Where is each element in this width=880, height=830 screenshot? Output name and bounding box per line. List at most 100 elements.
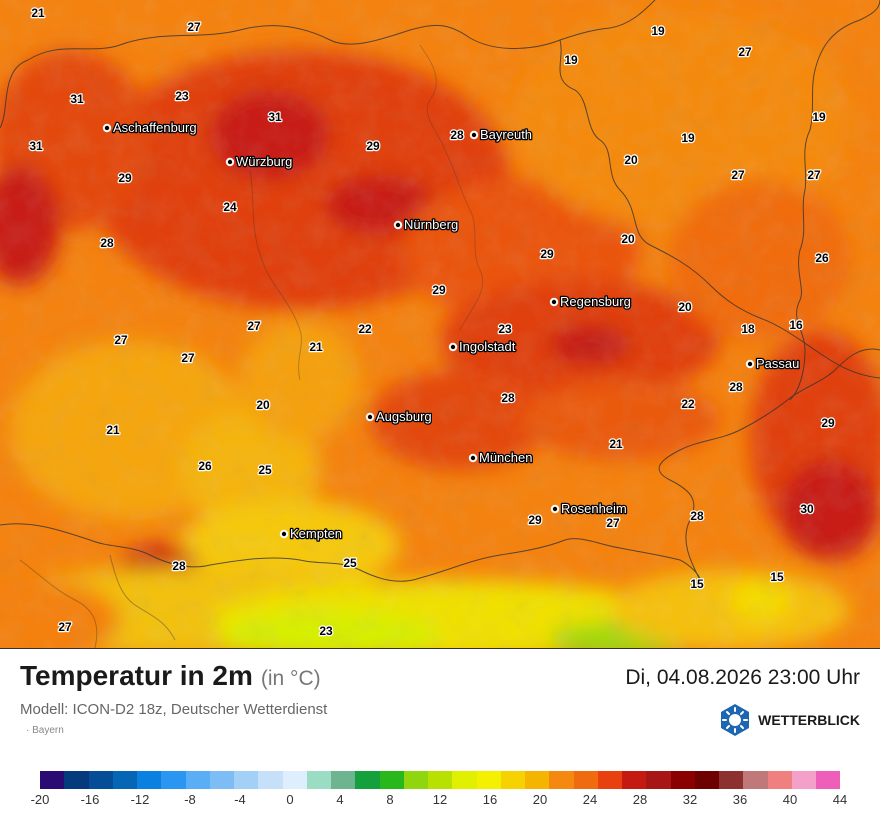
legend-swatch — [525, 771, 550, 789]
city-marker[interactable]: München — [468, 449, 534, 466]
city-name: Bayreuth — [480, 127, 532, 142]
legend-tick-label: 28 — [632, 792, 648, 807]
temperature-value: 27 — [181, 351, 195, 365]
legend-swatch — [258, 771, 283, 789]
legend-swatch — [476, 771, 501, 789]
legend-tick-label: 0 — [286, 792, 294, 807]
legend-tick-label: -4 — [234, 792, 246, 807]
temperature-value: 27 — [247, 319, 261, 333]
temperature-map: 21 27 31 23 31 31 29 24 29 28 19 27 19 19 19 20 27 27 28 29… — [0, 0, 880, 649]
temperature-value: 19 — [564, 53, 578, 67]
legend-tick-label: 32 — [682, 792, 698, 807]
unit-label: (in °C) — [260, 667, 321, 690]
temperature-value: 18 — [741, 322, 755, 336]
city-dot-icon — [468, 453, 478, 463]
temperature-value: 25 — [343, 556, 357, 570]
city-name: Nürnberg — [404, 217, 458, 232]
temperature-value: 25 — [258, 463, 272, 477]
city-marker[interactable]: Rosenheim — [550, 500, 628, 517]
legend-tick-label: 36 — [732, 792, 748, 807]
city-marker[interactable]: Bayreuth — [469, 126, 533, 143]
map-title-text: Temperatur in 2m — [20, 660, 253, 691]
temperature-value: 19 — [681, 131, 695, 145]
legend-swatch — [670, 771, 695, 789]
legend-swatch — [694, 771, 719, 789]
city-marker[interactable]: Würzburg — [225, 153, 294, 170]
city-marker[interactable]: Kempten — [279, 525, 343, 542]
legend-swatch — [403, 771, 428, 789]
temperature-value: 16 — [789, 318, 803, 332]
temperature-value: 21 — [106, 423, 120, 437]
temperature-value: 22 — [681, 397, 695, 411]
color-legend — [40, 771, 841, 791]
city-name: Aschaffenburg — [113, 120, 197, 135]
city-dot-icon — [102, 123, 112, 133]
city-dot-icon — [448, 342, 458, 352]
temperature-value: 20 — [678, 300, 692, 314]
map-title: Temperatur in 2m (in °C) — [20, 660, 321, 692]
brand-name: WETTERBLICK — [758, 712, 860, 728]
temperature-value: 29 — [366, 139, 380, 153]
temperature-value: 29 — [821, 416, 835, 430]
city-name: Ingolstadt — [459, 339, 516, 354]
temperature-value: 26 — [815, 251, 829, 265]
legend-tick-label: 40 — [782, 792, 798, 807]
legend-swatch — [161, 771, 186, 789]
city-marker[interactable]: Ingolstadt — [448, 338, 517, 355]
temperature-value: 26 — [198, 459, 212, 473]
brand-logo[interactable]: WETTERBLICK — [718, 703, 860, 737]
city-dot-icon — [365, 412, 375, 422]
temperature-value: 23 — [498, 322, 512, 336]
wetterblick-logo-icon — [721, 704, 750, 736]
temperature-value: 28 — [729, 380, 743, 394]
legend-tick-label: 12 — [432, 792, 448, 807]
legend-tick-label: -12 — [130, 792, 150, 807]
city-name: Augsburg — [376, 409, 432, 424]
city-name: Regensburg — [560, 294, 631, 309]
legend-tick-label: -8 — [184, 792, 196, 807]
city-marker[interactable]: Augsburg — [365, 408, 433, 425]
legend-swatch — [355, 771, 380, 789]
value-labels: 21 27 31 23 31 31 29 24 29 28 19 27 19 19 19 20 27 27 28 29… — [28, 5, 836, 639]
city-name: Kempten — [290, 526, 342, 541]
temperature-value: 20 — [624, 153, 638, 167]
legend-swatch — [500, 771, 525, 789]
temperature-value: 19 — [651, 24, 665, 38]
legend-swatch — [767, 771, 792, 789]
city-marker[interactable]: Aschaffenburg — [102, 119, 198, 136]
legend-swatch — [573, 771, 598, 789]
map-canvas: 21 27 31 23 31 31 29 24 29 28 19 27 19 19 19 20 27 27 28 29… — [0, 0, 880, 648]
city-marker[interactable]: Passau — [745, 355, 801, 372]
legend-swatch — [40, 771, 65, 789]
city-dot-icon — [469, 130, 479, 140]
city-name: München — [479, 450, 532, 465]
temperature-value: 29 — [118, 171, 132, 185]
legend-swatch — [791, 771, 816, 789]
legend-swatch — [306, 771, 331, 789]
temperature-value: 23 — [175, 89, 189, 103]
legend-swatch — [428, 771, 453, 789]
legend-swatch — [622, 771, 647, 789]
legend-tick-label: 20 — [532, 792, 548, 807]
model-info: Modell: ICON-D2 18z, Deutscher Wetterdie… — [20, 701, 328, 718]
temperature-value: 19 — [812, 110, 826, 124]
border-lines — [0, 0, 880, 648]
legend-swatch — [88, 771, 113, 789]
forecast-datetime: Di, 04.08.2026 23:00 Uhr — [625, 666, 860, 689]
city-dot-icon — [549, 297, 559, 307]
temperature-value: 24 — [223, 200, 237, 214]
legend-swatch — [816, 771, 841, 789]
legend-swatch — [137, 771, 162, 789]
temperature-value: 15 — [690, 577, 704, 591]
legend-tick-label: 16 — [482, 792, 498, 807]
city-name: Passau — [756, 356, 799, 371]
legend-tick-label: 8 — [386, 792, 394, 807]
temperature-value: 20 — [256, 398, 270, 412]
city-marker[interactable]: Nürnberg — [393, 216, 460, 233]
temperature-value: 28 — [100, 236, 114, 250]
temperature-value: 27 — [807, 168, 821, 182]
legend-swatch — [64, 771, 89, 789]
temperature-value: 28 — [172, 559, 186, 573]
city-marker[interactable]: Regensburg — [549, 293, 632, 310]
legend-tick-label: 44 — [832, 792, 848, 807]
